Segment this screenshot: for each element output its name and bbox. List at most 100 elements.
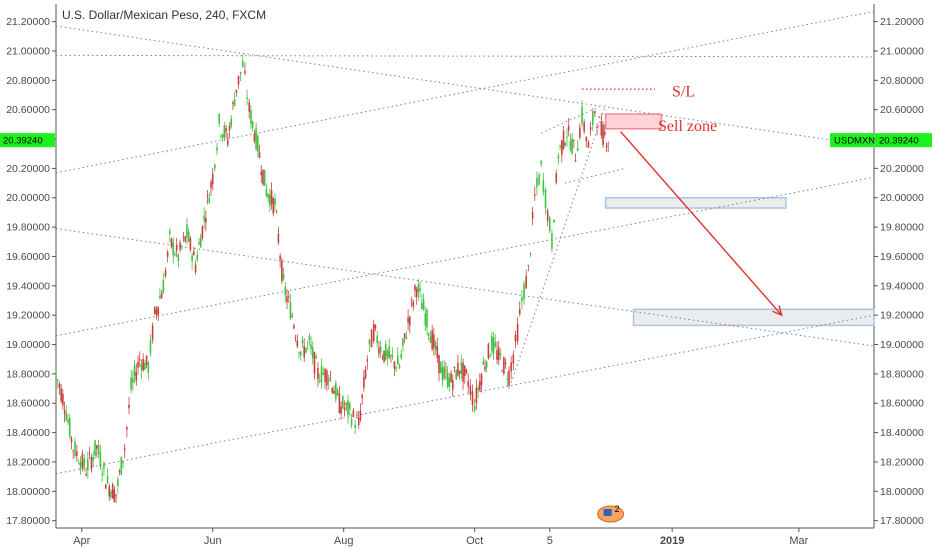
candle-body [318,380,321,383]
candle-body [58,383,61,388]
candle-body [327,378,330,382]
candle-body [191,255,193,262]
candle-body [258,152,261,158]
candle-body [88,453,91,454]
candle-body [299,351,302,356]
y-tick-label-left: 18.80000 [6,368,50,380]
candle-body [208,197,211,204]
candle-body [499,352,502,356]
target-zone-1 [604,196,787,209]
candle-body [253,134,256,142]
candle-body [211,173,214,185]
candle-body [494,342,497,347]
candle-body [352,410,355,417]
candle-body [426,310,428,328]
x-tick-label: Apr [73,535,90,547]
candle-body [315,356,318,359]
candle-body [587,141,590,148]
candle-body [306,342,309,344]
candle-body [115,494,117,497]
candle-body [263,169,266,186]
candle-body [117,479,119,486]
candle-body [409,316,411,326]
candle-body [184,236,187,242]
candle-body [603,132,606,136]
candle-body [251,121,254,128]
y-tick-label-right: 17.80000 [880,515,924,527]
candle-body [469,385,472,395]
candle-body [376,335,378,343]
candle-body [225,128,227,133]
candle-body [142,358,144,371]
candle-body [370,329,373,348]
candle-body [465,369,468,373]
candle-body [289,302,292,319]
candle-body [228,126,231,131]
y-tick-label-right: 19.60000 [880,251,924,263]
candle-body [198,242,200,245]
y-tick-label-right: 18.60000 [880,398,924,410]
candle-body [503,357,505,374]
y-tick-label-left: 20.80000 [6,75,50,87]
candle-body [473,405,476,411]
candle-body [417,284,420,293]
candle-body [431,330,433,350]
y-tick-label-right: 19.80000 [880,222,924,234]
candle-body [350,419,353,426]
candle-body [340,406,342,414]
candle-body [384,343,387,360]
candle-body [546,210,549,222]
candle-body [396,355,399,365]
candle-body [237,75,240,85]
candle-body [320,365,323,382]
candle-body [581,106,583,124]
candle-body [135,372,138,381]
trendlines-layer [55,10,875,475]
trendline-middle-channel [55,176,875,337]
candle-body [536,177,538,187]
candle-body [531,212,534,219]
candle-body [538,174,540,185]
candle-body [132,377,134,383]
candle-body [269,194,271,206]
candle-body [175,244,178,251]
candle-body [576,147,579,152]
candle-body [293,325,295,329]
candle-body [448,377,451,388]
candle-body [239,71,242,75]
y-tick-label-left: 18.60000 [6,398,50,410]
candle-body [378,347,380,354]
candle-body [270,189,273,204]
candle-body [246,97,248,100]
candle-body [480,374,483,386]
candle-body [170,238,173,247]
candle-body [77,463,80,465]
y-tick-label-right: 18.80000 [880,368,924,380]
candle-body [436,346,439,358]
sell-zone [604,113,663,130]
y-tick-label-right: 19.40000 [880,280,924,292]
candle-body [74,441,76,456]
trendline-lower-channel [55,314,875,475]
trendline-wedge-top [541,106,600,134]
current-price-label-left: 20.39240 [3,136,43,147]
y-tick-label-left: 19.00000 [6,339,50,351]
candle-body [284,286,287,295]
candle-body [205,217,207,223]
candle-body [496,350,498,360]
candle-body [110,491,112,498]
candle-body [311,347,314,359]
candle-body [523,283,525,300]
candle-body [298,352,300,354]
candle-body [137,361,139,368]
candle-body [196,254,199,261]
candle-body [199,237,202,248]
candle-body [151,325,154,340]
candle-body [412,301,415,307]
candle-body [453,367,456,369]
y-tick-label-left: 21.20000 [6,16,50,28]
candle-body [267,193,269,199]
y-tick-label-left: 19.40000 [6,280,50,292]
candle-body [477,387,479,391]
